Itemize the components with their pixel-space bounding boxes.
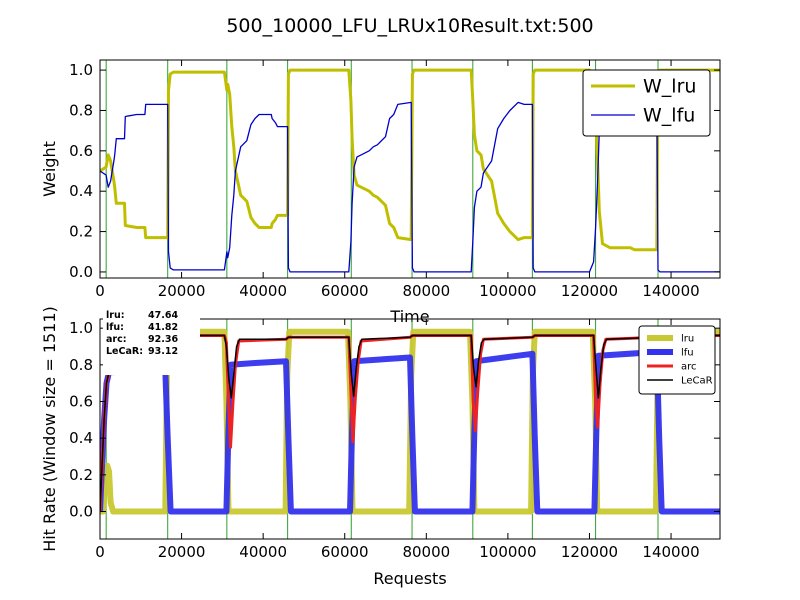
x-tick-label: 20000 [158, 282, 206, 300]
x-tick-label: 40000 [239, 543, 287, 561]
x-tick-label: 140000 [642, 543, 699, 561]
x-tick-label: 60000 [321, 282, 369, 300]
series-line-lecar [100, 334, 720, 512]
x-tick-label: 140000 [642, 282, 699, 300]
x-tick-label: 0 [95, 282, 105, 300]
x-axis-label: Requests [373, 569, 446, 588]
y-tick-label: 0.0 [69, 263, 93, 281]
stats-value: 92.36 [148, 334, 178, 345]
y-axis-label: Hit Rate (Window size = 1511) [40, 306, 59, 552]
x-tick-label: 80000 [402, 282, 450, 300]
x-axis-label: Time [389, 307, 429, 326]
y-tick-label: 1.0 [69, 319, 93, 337]
legend-label: W_lfu [643, 105, 695, 127]
legend-label: LeCaR [681, 376, 713, 387]
stats-value: 93.12 [148, 346, 178, 357]
y-tick-label: 0.0 [69, 503, 93, 521]
axes-frame [99, 318, 721, 540]
x-tick-label: 20000 [158, 543, 206, 561]
series-line-w_lfu [100, 91, 720, 273]
y-tick-label: 0.4 [69, 429, 93, 447]
series-line-lfu [100, 349, 720, 515]
x-tick-label: 0 [95, 543, 105, 561]
legend-label: arc [681, 362, 697, 373]
x-tick-label: 80000 [402, 543, 450, 561]
stats-label: lfu: [106, 322, 124, 333]
stats-value: 41.82 [148, 322, 178, 333]
figure-title: 500_10000_LFU_LRUx10Result.txt:500 [226, 15, 593, 37]
weight-panel: 0 20000 40000 60000 80000 100000 120000 140000 0… [40, 59, 721, 326]
hit-rate-panel: 0 20000 40000 60000 80000 100000 120000 140000 0… [40, 306, 721, 588]
legend-label: lru [681, 334, 694, 345]
y-tick-label: 0.8 [69, 101, 93, 119]
x-tick-label: 120000 [561, 543, 618, 561]
y-tick-label: 0.8 [69, 356, 93, 374]
x-tick-label: 100000 [479, 282, 536, 300]
stats-label: lru: [106, 310, 125, 321]
legend-box [638, 325, 716, 395]
stats-label: arc: [106, 334, 127, 345]
x-tick-label: 120000 [561, 282, 618, 300]
legend-label: W_lru [643, 76, 696, 98]
legend-label: lfu [681, 348, 694, 359]
x-tick-label: 100000 [479, 543, 536, 561]
x-tick-label: 60000 [321, 543, 369, 561]
stats-box [103, 307, 200, 375]
y-axis-label: Weight [40, 141, 59, 197]
x-tick-label: 40000 [239, 282, 287, 300]
y-tick-label: 0.6 [69, 142, 93, 160]
plot-area [100, 60, 720, 278]
y-tick-label: 1.0 [69, 61, 93, 79]
stats-value: 47.64 [148, 310, 178, 321]
stats-label: LeCaR: [106, 346, 143, 357]
y-tick-label: 0.6 [69, 393, 93, 411]
y-tick-label: 0.2 [69, 223, 93, 241]
axes-frame [99, 59, 721, 279]
plot-area [100, 319, 720, 539]
y-tick-label: 0.4 [69, 182, 93, 200]
y-tick-label: 0.2 [69, 466, 93, 484]
